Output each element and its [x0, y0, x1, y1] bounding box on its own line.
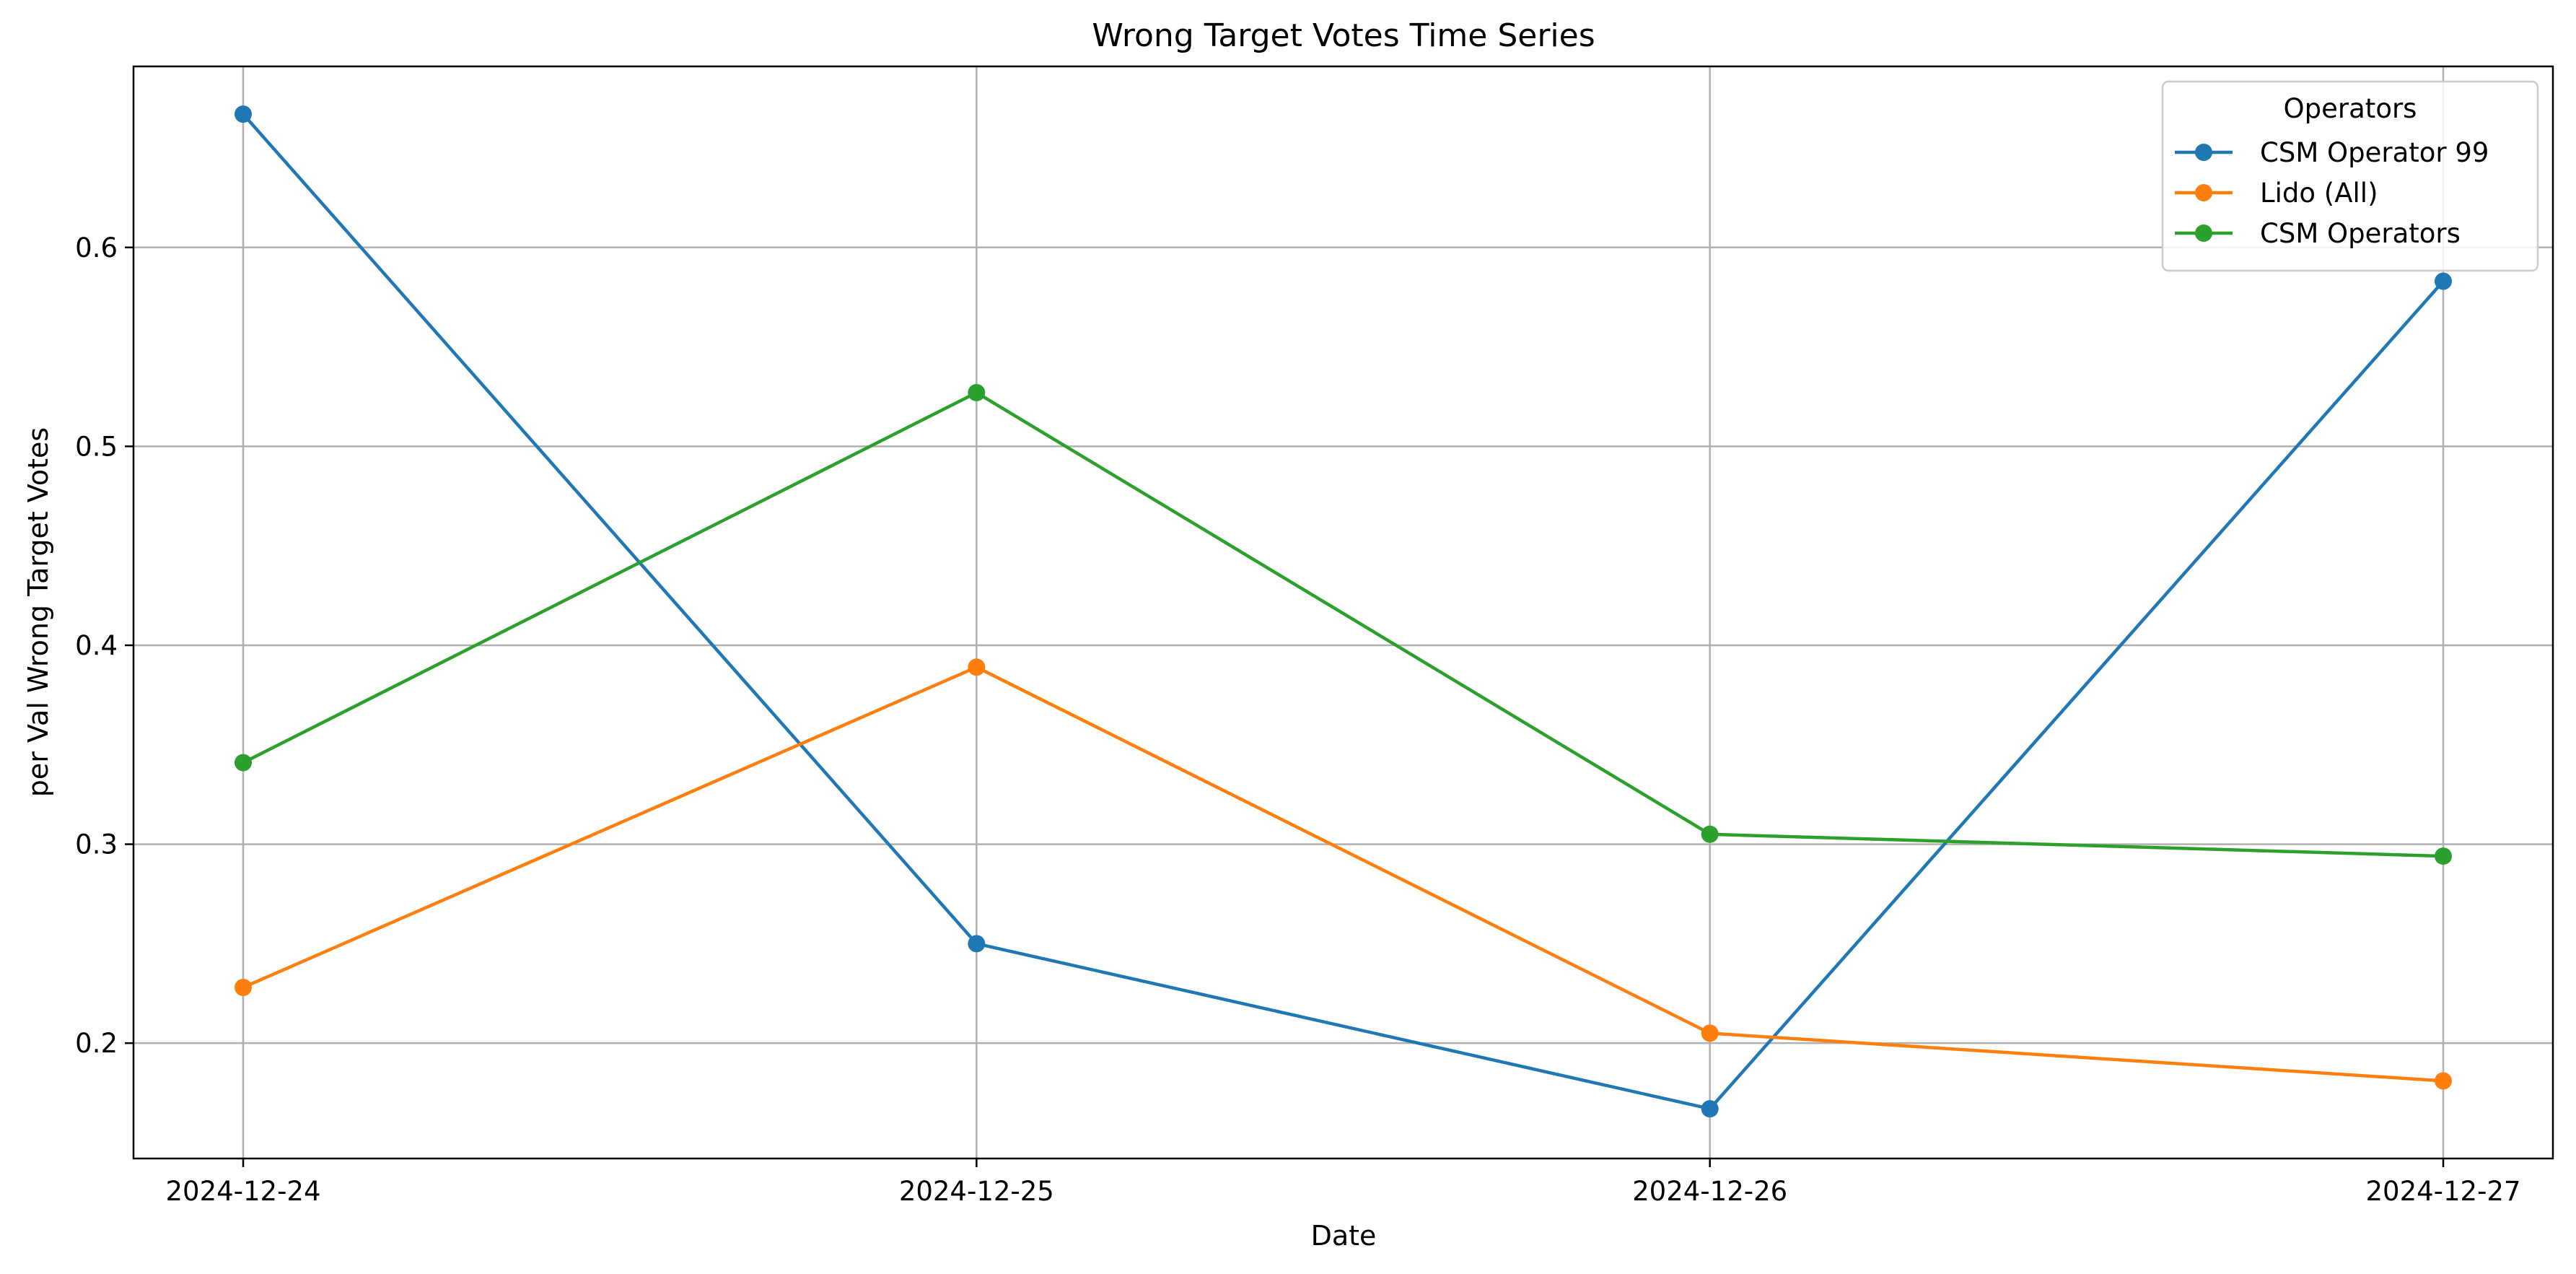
data-point — [968, 383, 986, 401]
y-axis-label: per Val Wrong Target Votes — [22, 427, 54, 797]
legend-swatch-marker — [2195, 144, 2212, 161]
data-point — [235, 754, 252, 772]
x-axis-label: Date — [1311, 1220, 1377, 1252]
legend-label: CSM Operators — [2260, 218, 2461, 249]
x-tick-label: 2024-12-24 — [165, 1176, 320, 1207]
data-point — [2435, 272, 2452, 290]
series-line — [241, 112, 2445, 1111]
chart-title: Wrong Target Votes Time Series — [1092, 17, 1595, 54]
series-line — [241, 666, 2445, 1083]
legend-item: Lido (All) — [2175, 178, 2378, 209]
data-point — [1701, 1024, 1719, 1042]
y-tick-label: 0.6 — [75, 232, 118, 263]
series-layer — [235, 105, 2452, 1118]
x-tick-label: 2024-12-27 — [2365, 1176, 2520, 1207]
legend: Operators CSM Operator 99 Lido (All) CSM Op… — [2161, 80, 2539, 272]
legend-swatch-marker — [2195, 184, 2212, 201]
legend-item: CSM Operators — [2175, 218, 2461, 249]
y-tick-label: 0.4 — [75, 630, 118, 661]
data-point — [235, 978, 252, 996]
data-point — [968, 658, 986, 676]
data-point — [1701, 825, 1719, 843]
y-tick-label: 0.2 — [75, 1028, 118, 1059]
y-tick-label: 0.5 — [75, 431, 118, 462]
legend-label: CSM Operator 99 — [2260, 137, 2489, 168]
data-point — [235, 105, 252, 123]
series-1 — [235, 105, 2452, 1118]
legend-label: Lido (All) — [2260, 178, 2378, 209]
data-point — [1701, 1100, 1719, 1118]
series-line — [241, 391, 2445, 858]
data-point — [2435, 1072, 2452, 1090]
x-tick-label: 2024-12-25 — [899, 1176, 1054, 1207]
axis-layer: 2024-12-24 2024-12-25 2024-12-26 2024-12-27… — [75, 232, 2520, 1207]
legend-item: CSM Operator 99 — [2175, 137, 2489, 168]
data-point — [2435, 847, 2452, 865]
data-point — [968, 935, 986, 953]
legend-box — [2161, 80, 2539, 272]
series-2 — [235, 658, 2452, 1090]
legend-swatch-marker — [2195, 224, 2212, 242]
series-3 — [235, 383, 2452, 865]
plot-frame — [132, 65, 2554, 1160]
legend-title: Operators — [2284, 93, 2417, 124]
x-tick-label: 2024-12-26 — [1632, 1176, 1787, 1207]
y-tick-label: 0.3 — [75, 829, 118, 860]
